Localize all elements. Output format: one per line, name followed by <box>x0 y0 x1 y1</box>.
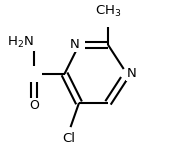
Text: Cl: Cl <box>62 132 75 145</box>
Text: N: N <box>127 67 137 80</box>
Text: H$_2$N: H$_2$N <box>7 34 34 50</box>
Text: N: N <box>69 38 79 51</box>
Text: O: O <box>29 99 39 112</box>
Text: CH$_3$: CH$_3$ <box>95 4 121 19</box>
